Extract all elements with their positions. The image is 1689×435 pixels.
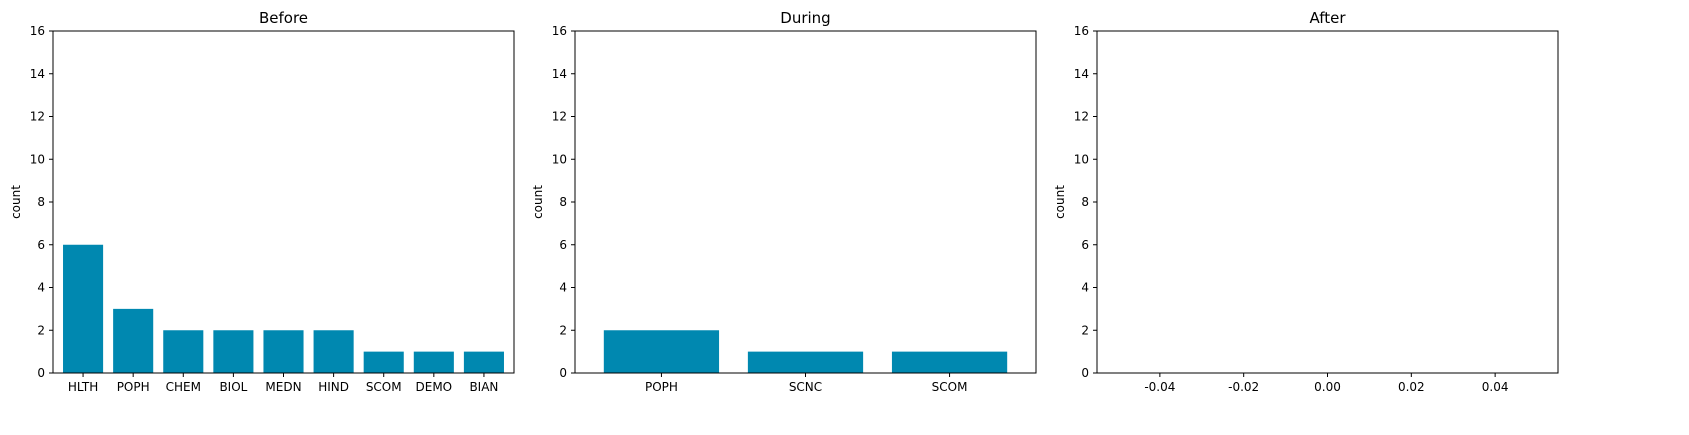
x-tick-label: POPH [117, 380, 150, 394]
y-tick-label: 8 [559, 195, 567, 209]
y-tick-label: 16 [30, 24, 45, 38]
y-tick-label: 4 [1081, 281, 1089, 295]
bar [263, 330, 304, 373]
y-tick-label: 0 [559, 366, 567, 380]
y-tick-label: 14 [1074, 67, 1089, 81]
y-tick-label: 8 [1081, 195, 1089, 209]
y-tick-label: 10 [30, 152, 45, 166]
x-tick-label: POPH [645, 380, 678, 394]
y-tick-label: 10 [1074, 152, 1089, 166]
bar [463, 351, 504, 373]
x-tick-label: DEMO [416, 380, 453, 394]
bar [363, 351, 404, 373]
y-tick-label: 0 [37, 366, 45, 380]
bar [113, 308, 154, 373]
y-tick-label: 0 [1081, 366, 1089, 380]
x-tick-label: -0.04 [1144, 380, 1175, 394]
y-tick-label: 2 [37, 323, 45, 337]
y-tick-label: 14 [552, 67, 567, 81]
y-tick-label: 16 [552, 24, 567, 38]
chart-title: After [1309, 9, 1346, 27]
y-tick-label: 14 [30, 67, 45, 81]
bar [603, 330, 720, 373]
bar [747, 351, 864, 373]
chart-title: Before [259, 9, 308, 27]
bar [63, 244, 104, 373]
x-tick-label: CHEM [166, 380, 201, 394]
bar [163, 330, 204, 373]
y-tick-label: 12 [30, 110, 45, 124]
x-tick-label: MEDN [265, 380, 301, 394]
x-tick-label: SCOM [366, 380, 402, 394]
bar [313, 330, 354, 373]
y-tick-label: 6 [559, 238, 567, 252]
y-tick-label: 6 [37, 238, 45, 252]
y-tick-label: 12 [1074, 110, 1089, 124]
x-tick-label: -0.02 [1228, 380, 1259, 394]
x-tick-label: BIOL [219, 380, 247, 394]
y-tick-label: 10 [552, 152, 567, 166]
y-tick-label: 2 [559, 323, 567, 337]
plot-frame [1096, 30, 1559, 374]
y-tick-label: 16 [1074, 24, 1089, 38]
x-tick-label: 0.02 [1398, 380, 1425, 394]
x-tick-label: SCNC [789, 380, 822, 394]
bar [213, 330, 254, 373]
x-tick-label: 0.04 [1482, 380, 1509, 394]
bar [891, 351, 1008, 373]
y-axis-label: count [1053, 185, 1067, 219]
y-tick-label: 12 [552, 110, 567, 124]
y-tick-label: 6 [1081, 238, 1089, 252]
y-tick-label: 2 [1081, 323, 1089, 337]
bar [413, 351, 454, 373]
y-tick-label: 4 [37, 281, 45, 295]
plot-frame [574, 30, 1037, 374]
x-tick-label: BIAN [469, 380, 498, 394]
y-tick-label: 4 [559, 281, 567, 295]
x-tick-label: HIND [318, 380, 349, 394]
chart-title: During [780, 9, 830, 27]
x-tick-label: HLTH [68, 380, 98, 394]
y-axis-label: count [9, 185, 23, 219]
x-tick-label: SCOM [932, 380, 968, 394]
y-axis-label: count [531, 185, 545, 219]
y-tick-label: 8 [37, 195, 45, 209]
plot-frame [52, 30, 515, 374]
x-tick-label: 0.00 [1314, 380, 1341, 394]
